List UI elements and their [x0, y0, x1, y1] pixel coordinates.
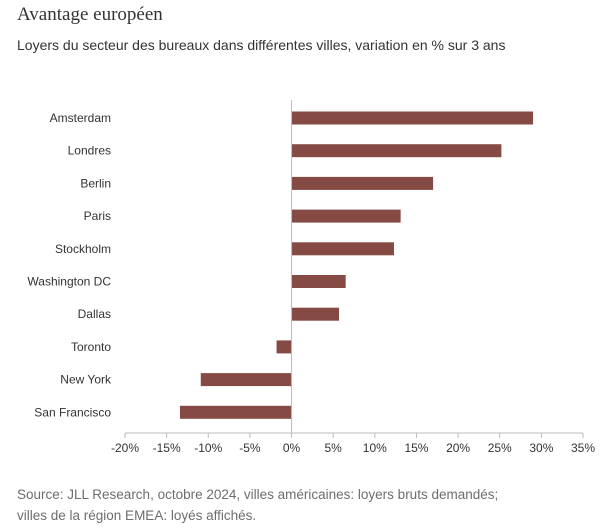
category-label: Dallas [78, 307, 111, 321]
x-axis: -20% -15% -10% -5% 0% 5% 10% 15% 20% 25% 30% 35% [111, 100, 595, 455]
x-tick-label: 20% [446, 441, 470, 455]
x-tick-label: -5% [239, 441, 261, 455]
chart-title: Avantage européen [17, 4, 163, 25]
category-label: Stockholm [55, 242, 111, 256]
x-tick-label: 25% [488, 441, 512, 455]
source-line-2: villes de la région EMEA: loyés affichés… [17, 508, 257, 523]
bar-toronto [276, 340, 292, 354]
category-labels-group: Amsterdam Londres Berlin Paris Stockholm Wash… [27, 111, 112, 419]
category-label: Washington DC [27, 275, 111, 289]
bar-chart: Amsterdam Londres Berlin Paris Stockholm Wash… [27, 100, 595, 455]
category-label: Toronto [71, 340, 111, 354]
bar-san-francisco [179, 405, 292, 419]
x-tick-label: 15% [404, 441, 428, 455]
category-label: New York [60, 373, 112, 387]
bar-stockholm [291, 242, 394, 256]
bar-berlin [291, 176, 434, 190]
x-tick-label: 30% [529, 441, 553, 455]
category-label: San Francisco [34, 405, 111, 419]
bar-washington-dc [291, 275, 346, 288]
x-tick-label: 10% [363, 441, 387, 455]
x-tick-label: -10% [194, 441, 222, 455]
source-note: Source: JLL Research, octobre 2024, vill… [17, 484, 597, 526]
bar-amsterdam [291, 111, 534, 125]
x-tick-label: 5% [325, 441, 343, 455]
category-label: Amsterdam [50, 111, 111, 125]
source-line-1: Source: JLL Research, octobre 2024, vill… [17, 487, 499, 502]
category-label: Londres [68, 144, 111, 158]
bar-paris [291, 209, 401, 223]
category-label: Berlin [80, 176, 111, 190]
x-tick-label: -20% [111, 441, 139, 455]
category-label: Paris [84, 209, 111, 223]
bar-londres [291, 144, 502, 158]
x-tick-label: 35% [571, 441, 595, 455]
x-tick-label: 0% [283, 441, 301, 455]
bar-dallas [291, 307, 340, 321]
x-tick-label: -15% [153, 441, 181, 455]
bars-group [179, 111, 534, 419]
chart-subtitle: Loyers du secteur des bureaux dans diffé… [17, 37, 506, 53]
bar-new-york [200, 373, 292, 387]
